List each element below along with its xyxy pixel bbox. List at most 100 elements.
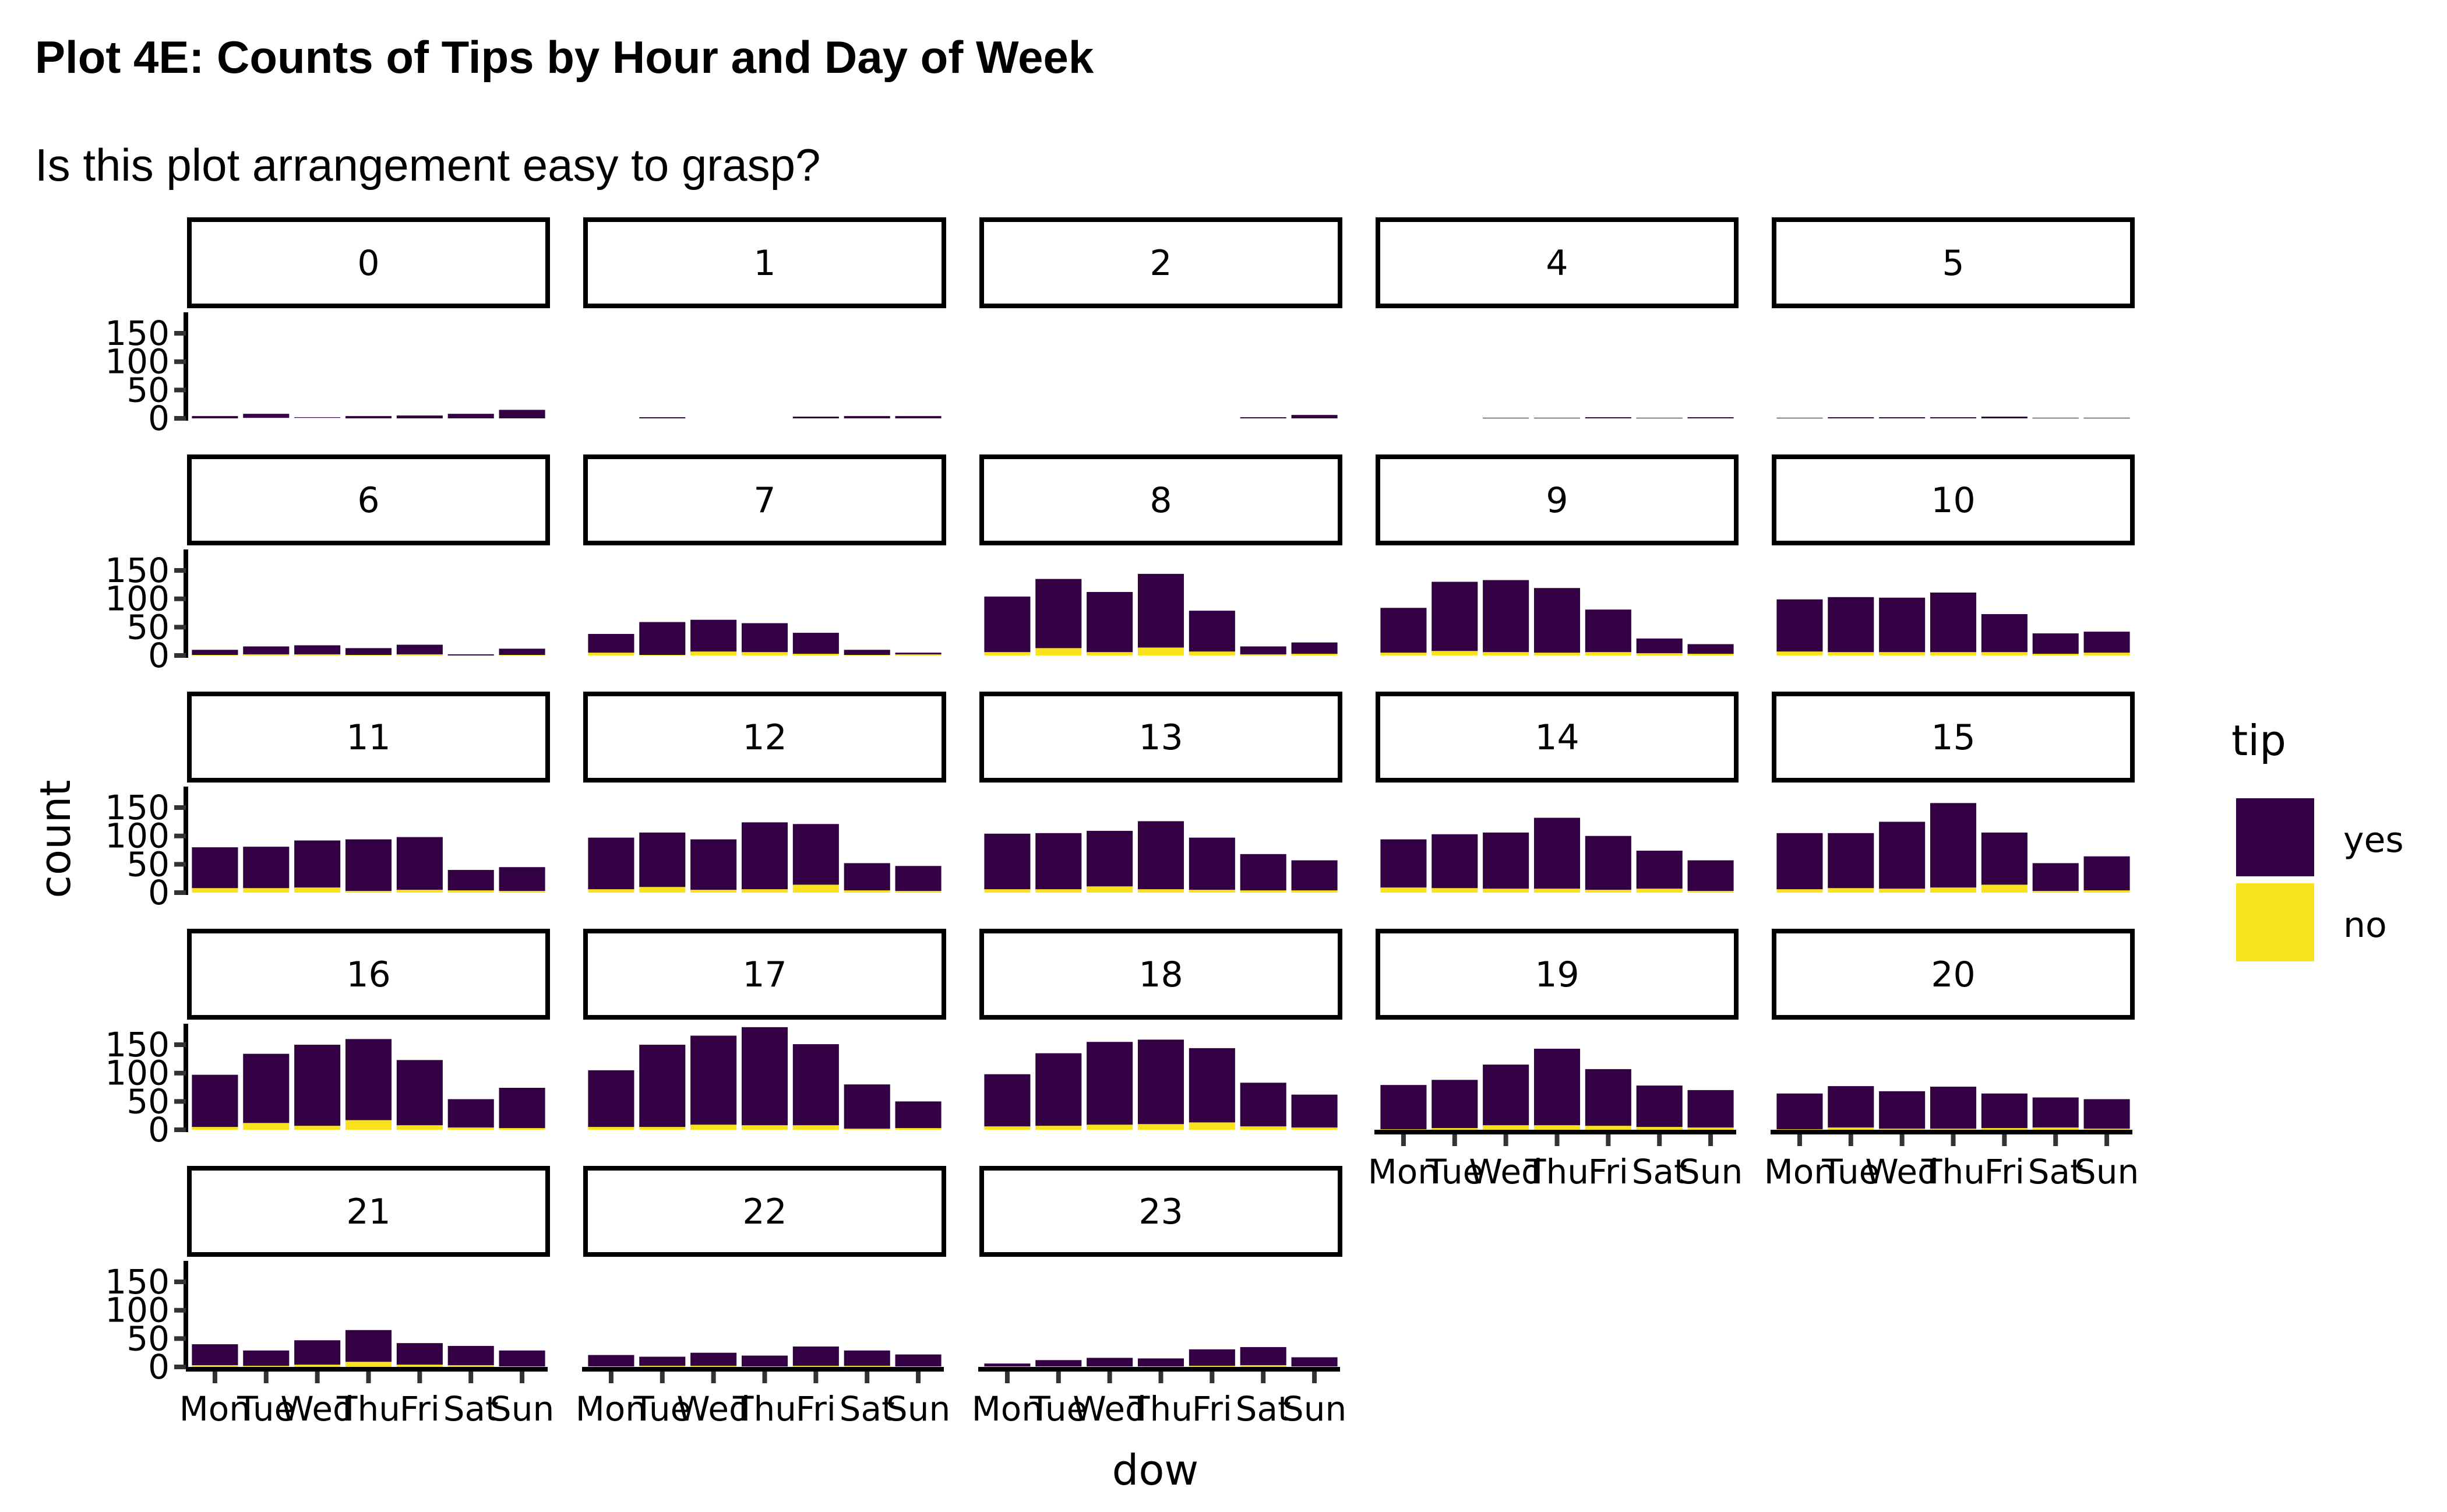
bar-no-Mon [984,1126,1031,1130]
bar-no-Thu [1137,1366,1184,1367]
bar-no-Sat [2032,1127,2079,1130]
bar-yes-Thu [1930,593,1977,653]
bar-yes-Mon [588,1355,634,1367]
y-tick-label: 150 [105,788,170,827]
facet-strip [187,692,550,783]
facet-strip [1376,454,1739,545]
bar-no-Thu [1930,652,1977,655]
y-tick-label: 150 [105,1262,170,1302]
x-tick-label: Thu [1921,1152,1985,1192]
bar-no-Sat [844,890,890,893]
x-tick-label: Wed [1469,1152,1542,1192]
y-tick-label: 100 [105,342,170,382]
bar-no-Sun [499,1366,545,1367]
bar-yes-Thu [1137,1358,1184,1367]
bar-yes-Sun [1687,860,1734,891]
facet-strip-label: 7 [753,480,775,521]
bar-yes-Sun [499,1350,545,1367]
bar-yes-Thu [1930,1087,1977,1129]
bar-no-Mon [192,888,238,893]
bar-yes-Sun [895,416,942,418]
bar-yes-Mon [588,634,634,653]
bar-no-Sun [1291,890,1338,893]
x-tick-label: Sat [443,1389,499,1429]
facet-panel-hour-8: 8 [979,454,1342,655]
bar-no-Sat [1240,1126,1286,1130]
bar-no-Tue [639,887,686,893]
facet-strip [979,929,1342,1020]
bar-yes-Tue [1431,834,1478,889]
bar-yes-Thu [1930,803,1977,888]
bar-no-Thu [345,1362,392,1367]
legend: tip yes no [2231,716,2404,961]
x-tick-label: Fri [1588,1152,1628,1192]
bar-yes-Tue [1035,579,1082,648]
bar-no-Wed [1087,1366,1133,1367]
bar-yes-Sat [447,870,494,891]
x-tick-label: Wed [280,1389,354,1429]
bar-no-Mon [192,1127,238,1130]
facet-panel-hour-12: 12 [583,692,946,893]
bar-yes-Fri [1189,1048,1235,1123]
bar-yes-Wed [1087,592,1133,653]
bar-yes-Thu [741,1027,788,1126]
bar-yes-Wed [294,840,341,888]
bar-yes-Sat [1636,851,1683,889]
y-tick-label: 100 [105,1291,170,1330]
bar-no-Tue [1431,651,1478,655]
bar-yes-Sat [2032,863,2079,891]
bar-no-Mon [1776,651,1823,655]
bar-no-Thu [1930,887,1977,893]
bar-yes-Wed [294,417,341,418]
facet-strip [583,692,946,783]
bar-yes-Fri [396,1060,443,1126]
x-tick-label: Thu [732,1389,796,1429]
bar-yes-Sat [447,654,494,655]
x-tick-label: Sat [1632,1152,1687,1192]
bar-yes-Wed [1879,417,1926,418]
bar-yes-Mon [1380,608,1427,653]
bar-no-Thu [345,891,392,893]
bar-yes-Thu [741,822,788,890]
bar-yes-Tue [639,417,686,418]
bar-no-Fri [1585,652,1631,655]
bar-no-Thu [1533,889,1581,893]
bar-no-Wed [1483,1125,1529,1130]
bar-no-Wed [1087,652,1133,655]
bar-yes-Wed [294,645,341,655]
bar-yes-Wed [1483,580,1529,653]
bar-no-Fri [792,1366,839,1367]
bar-no-Fri [396,1125,443,1130]
bar-yes-Mon [984,833,1031,890]
y-tick-label: 0 [148,636,170,675]
bar-no-Fri [1189,1122,1235,1130]
bar-yes-Fri [396,415,443,418]
facet-strip-label: 5 [1942,243,1964,284]
bar-yes-Wed [690,619,737,652]
bar-yes-Mon [192,650,238,655]
x-tick-label: Fri [400,1389,440,1429]
facet-strip-label: 8 [1150,480,1172,521]
bar-yes-Fri [396,644,443,655]
bar-yes-Sun [1291,860,1338,891]
facet-strip-label: 2 [1150,243,1172,284]
bar-yes-Tue [1035,1360,1082,1367]
facet-panel-hour-4: 4 [1376,217,1739,418]
bar-no-Thu [741,889,788,893]
bar-no-Sun [1687,654,1734,655]
facet-strip [1376,217,1739,308]
bar-no-Wed [294,887,341,893]
facet-panel-hour-15: 15 [1772,692,2135,893]
bar-yes-Thu [1533,588,1581,653]
facet-strip-label: 21 [346,1192,390,1232]
bar-no-Thu [1137,889,1184,893]
bar-no-Fri [396,1365,443,1367]
facet-strip [1772,692,2135,783]
bar-yes-Tue [1828,597,1874,653]
